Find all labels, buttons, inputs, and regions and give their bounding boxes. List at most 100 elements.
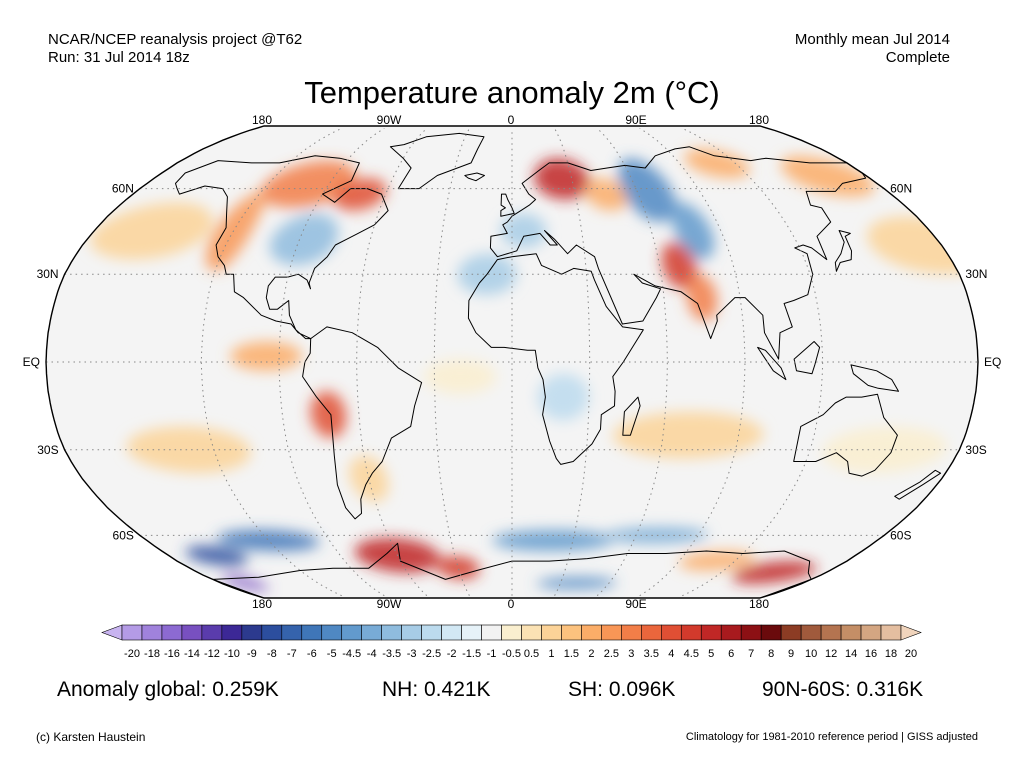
colorbar-tick-label: 1 <box>548 648 554 660</box>
header-left: NCAR/NCEP reanalysis project @T62 Run: 3… <box>48 31 302 67</box>
colorbar-box <box>621 624 642 641</box>
colorbar-box <box>820 624 842 641</box>
colorbar-tick-label: -4 <box>367 648 377 660</box>
colorbar-tick-label: 12 <box>825 648 837 660</box>
colorbar-box <box>680 624 702 641</box>
colorbar-tick-label: 9 <box>788 648 794 660</box>
colorbar-tick-label: -8 <box>267 648 277 660</box>
anomaly-region <box>684 148 751 179</box>
colorbar-box <box>161 624 183 641</box>
colorbar-min-arrow <box>101 624 123 641</box>
colorbar-box <box>501 624 522 641</box>
meridian-line <box>433 128 470 596</box>
lon-label-top: 90W <box>377 113 402 127</box>
meridian-line <box>639 127 746 597</box>
anomaly-region <box>612 411 764 459</box>
nh-anomaly: NH: 0.421K <box>382 678 491 701</box>
anomaly-region <box>436 556 480 580</box>
anomaly-region <box>500 213 547 248</box>
meridian-line <box>554 128 591 596</box>
colorbar-box <box>641 624 662 641</box>
anomaly-region <box>126 426 251 474</box>
lat-label-left: 30S <box>37 443 58 457</box>
anomaly-region <box>537 373 590 421</box>
colorbar-box <box>840 624 862 641</box>
lon-label-top: 180 <box>749 113 769 127</box>
colorbar-tick-label: -18 <box>144 648 160 660</box>
colorbar-box <box>141 624 163 641</box>
colorbar-tick-label: -20 <box>124 648 140 660</box>
credit-text: (c) Karsten Haustein <box>36 730 146 744</box>
global-anomaly: Anomaly global: 0.259K <box>57 678 279 701</box>
anomaly-region <box>780 155 875 197</box>
colorbar-tick-label: 2 <box>588 648 594 660</box>
colorbar-tick-label: 7 <box>748 648 754 660</box>
lat-label-right: 60N <box>890 182 912 196</box>
colorbar-box <box>521 624 542 641</box>
coastline-australia <box>793 393 898 477</box>
colorbar-box <box>261 624 283 641</box>
colorbar-tick-label: 1.5 <box>564 648 579 660</box>
statistics-row: Anomaly global: 0.259K NH: 0.421K SH: 0.… <box>0 678 1024 708</box>
anomaly-region <box>185 545 248 566</box>
colorbar-box <box>461 624 482 641</box>
colorbar-box <box>740 624 762 641</box>
anomaly-region <box>731 561 817 584</box>
colorbar-tick-label: 2.5 <box>604 648 619 660</box>
colorbar-box <box>760 624 782 641</box>
coastline-uk <box>500 193 515 217</box>
colorbar-tick-label: -2 <box>447 648 457 660</box>
coastline-antarctica <box>212 542 812 598</box>
colorbar-box <box>441 624 462 641</box>
lat-label-left: EQ <box>23 355 40 369</box>
coastline-new-zealand <box>894 469 942 500</box>
anomaly-region <box>424 359 497 395</box>
colorbar-max-arrow <box>900 624 922 641</box>
sh-anomaly: SH: 0.096K <box>568 678 676 701</box>
colorbar-tick-label: -4.5 <box>342 648 361 660</box>
anomaly-region <box>618 158 677 222</box>
colorbar-tick-label: -7 <box>287 648 297 660</box>
lon-label-bottom: 90W <box>377 597 402 611</box>
anomaly-region <box>205 191 266 272</box>
period-label: Monthly mean Jul 2014 <box>794 31 950 48</box>
lat-label-left: 60N <box>112 182 134 196</box>
coastline-north-america <box>175 155 389 340</box>
colorbar-box <box>720 624 742 641</box>
lon-label-top: 90E <box>625 113 646 127</box>
colorbar-tick-label: 4.5 <box>684 648 699 660</box>
colorbar-box <box>321 624 343 641</box>
colorbar-box <box>121 624 143 641</box>
map-border <box>45 125 979 599</box>
status-label: Complete <box>885 49 950 66</box>
header-right: Monthly mean Jul 2014 Complete <box>795 31 950 67</box>
colorbar-box <box>800 624 822 641</box>
colorbar-tick-label: 3 <box>628 648 634 660</box>
anomaly-region <box>686 274 718 321</box>
lat-label-left: 30N <box>37 267 59 281</box>
graticule <box>46 127 978 597</box>
colorbar-box <box>181 624 203 641</box>
colorbar-box <box>421 624 442 641</box>
lat-label-right: 60S <box>890 528 911 542</box>
run-label: Run: 31 Jul 2014 18z <box>48 49 190 66</box>
lat-label-right: 30S <box>965 443 986 457</box>
colorbar-tick-label: 3.5 <box>644 648 659 660</box>
colorbar-box <box>601 624 622 641</box>
anomaly-region <box>661 242 698 289</box>
colorbar-tick-label: 20 <box>905 648 917 660</box>
colorbar-box <box>481 624 502 641</box>
lon-label-bottom: 180 <box>749 597 769 611</box>
colorbar-tick-label: -1.5 <box>462 648 481 660</box>
coastline-south-america <box>302 326 423 520</box>
coastlines <box>175 132 942 598</box>
colorbar-box <box>361 624 382 641</box>
coastline-madagascar <box>622 396 641 436</box>
map-title: Temperature anomaly 2m (°C) <box>304 75 720 110</box>
lat-label-right: 30N <box>965 267 987 281</box>
colorbar-tick-label: 18 <box>885 648 897 660</box>
coastline-eurasia <box>489 146 867 360</box>
colorbar-tick-label: -1 <box>487 648 497 660</box>
colorbar-box <box>201 624 223 641</box>
colorbar-tick-label: 6 <box>728 648 734 660</box>
